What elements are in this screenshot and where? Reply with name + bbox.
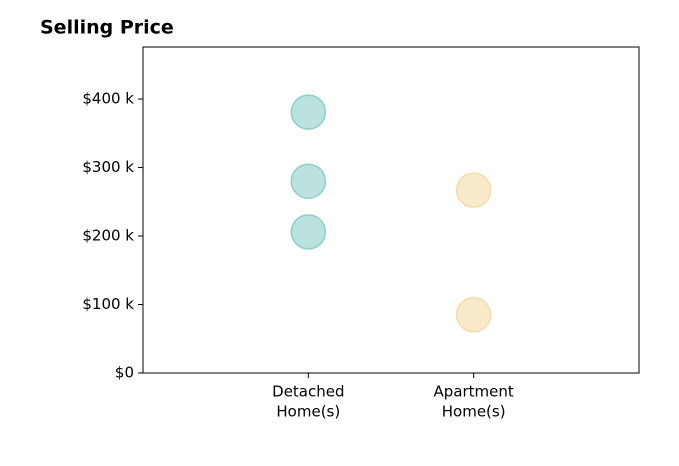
y-tick-label: $300 k (82, 158, 134, 176)
point (455, 297, 492, 333)
x-tick-label: Apartment (434, 383, 514, 401)
point (290, 214, 327, 250)
x-tick-label: Home(s) (276, 403, 340, 421)
point (290, 94, 327, 130)
y-tick-label: $400 k (82, 90, 134, 108)
y-tick-label: $0 (115, 364, 134, 382)
chart-title: Selling Price (40, 17, 174, 39)
plot-frame (142, 46, 640, 374)
x-tick-label: Home(s) (442, 403, 506, 421)
point (290, 163, 327, 199)
y-tick-label: $100 k (82, 295, 134, 313)
x-tick-label: Detached (272, 383, 344, 401)
point (455, 172, 492, 208)
y-tick-label: $200 k (82, 227, 134, 245)
